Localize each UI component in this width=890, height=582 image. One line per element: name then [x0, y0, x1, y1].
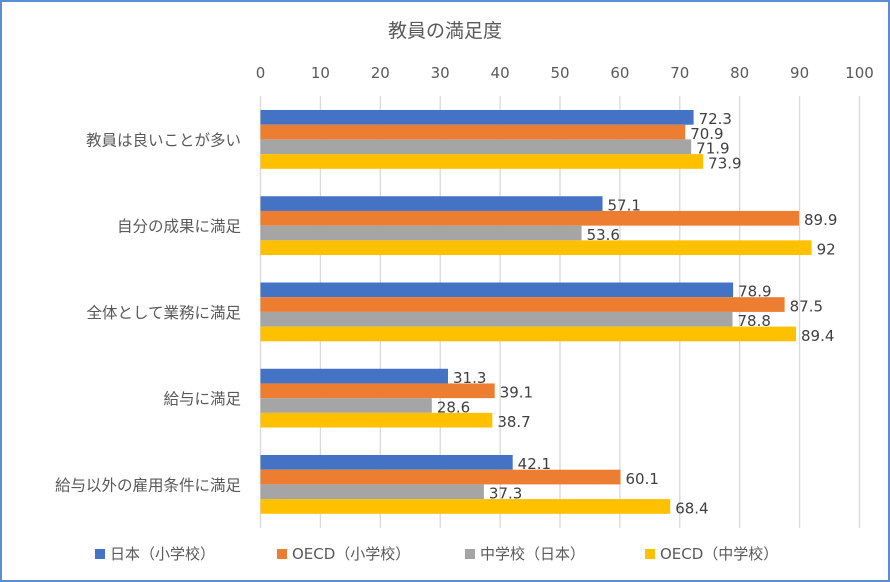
data-label: 39.1: [500, 384, 533, 402]
bar: [260, 311, 733, 327]
x-tick-label: 30: [431, 64, 450, 82]
x-tick-label: 50: [550, 64, 569, 82]
bars: [260, 110, 812, 514]
category-label: 自分の成果に満足: [117, 218, 241, 236]
category-label: 全体として業務に満足: [86, 304, 241, 322]
bar: [260, 196, 603, 211]
data-label: 70.9: [690, 125, 723, 143]
category-label: 給与以外の雇用条件に満足: [55, 476, 241, 494]
x-tick-label: 10: [311, 64, 330, 82]
x-tick-label: 100: [845, 64, 874, 82]
legend-item: OECD（小学校）: [277, 545, 410, 563]
bar: [260, 139, 692, 155]
category-label: 給与に満足: [163, 390, 241, 408]
legend-swatch: [465, 549, 475, 559]
data-label: 89.9: [804, 211, 837, 229]
data-label: 31.3: [453, 369, 486, 387]
data-label: 38.7: [497, 413, 530, 431]
legend-item: 中学校（日本）: [465, 545, 585, 563]
x-tick-label: 90: [790, 64, 809, 82]
bar: [260, 383, 495, 399]
data-label: 57.1: [608, 196, 641, 214]
data-label: 73.9: [708, 154, 741, 172]
data-label: 72.3: [699, 110, 732, 128]
legend-swatch: [95, 549, 105, 559]
x-tick-label: 70: [670, 64, 689, 82]
bar: [260, 398, 432, 413]
x-axis-ticks: 0 10 20 30 40 50 60 70 80 90 100: [256, 64, 874, 82]
data-label: 78.9: [738, 283, 771, 301]
data-label: 92: [817, 241, 836, 259]
x-tick-label: 80: [730, 64, 749, 82]
bar: [260, 225, 582, 241]
legend-label: 日本（小学校）: [110, 545, 215, 563]
data-label: 37.3: [489, 485, 522, 503]
data-label: 53.6: [587, 226, 620, 244]
bar: [260, 297, 785, 312]
x-tick-label: 40: [491, 64, 510, 82]
x-tick-label: 60: [610, 64, 629, 82]
legend-label: 中学校（日本）: [480, 545, 585, 563]
bar: [260, 124, 686, 140]
data-label: 89.4: [801, 327, 834, 345]
legend-label: OECD（中学校）: [660, 545, 778, 563]
bar: [260, 412, 493, 428]
bar: [260, 282, 734, 298]
data-label: 28.6: [437, 398, 470, 416]
chart-title: 教員の満足度: [388, 20, 502, 42]
category-labels: 教員は良いことが多い自分の成果に満足全体として業務に満足給与に満足給与以外の雇用…: [55, 131, 241, 494]
data-label: 68.4: [675, 499, 708, 517]
bar: [260, 455, 513, 470]
legend-item: 日本（小学校）: [95, 545, 215, 563]
bar: [260, 484, 484, 500]
data-label: 42.1: [518, 455, 551, 473]
data-labels: 72.370.971.973.9 57.1 89.9 53.6 92 78.9 87.5 78…: [437, 110, 838, 517]
data-label: 78.8: [738, 312, 771, 330]
legend: 日本（小学校） OECD（小学校） 中学校（日本） OECD（中学校）: [95, 545, 778, 563]
legend-label: OECD（小学校）: [292, 545, 410, 563]
bar: [260, 469, 621, 485]
bar: [260, 154, 704, 169]
bar: [260, 210, 800, 226]
legend-item: OECD（中学校）: [645, 545, 778, 563]
bar: [260, 326, 797, 342]
x-tick-label: 20: [371, 64, 390, 82]
legend-swatch: [645, 549, 655, 559]
data-label: 87.5: [790, 297, 823, 315]
x-tick-label: 0: [256, 64, 266, 82]
bar: [260, 240, 812, 256]
bar: [260, 499, 671, 514]
legend-swatch: [277, 549, 287, 559]
category-label: 教員は良いことが多い: [86, 131, 241, 149]
data-label: 60.1: [625, 470, 658, 488]
bar: [260, 110, 694, 125]
bar: [260, 368, 448, 384]
data-label: 71.9: [696, 140, 729, 158]
